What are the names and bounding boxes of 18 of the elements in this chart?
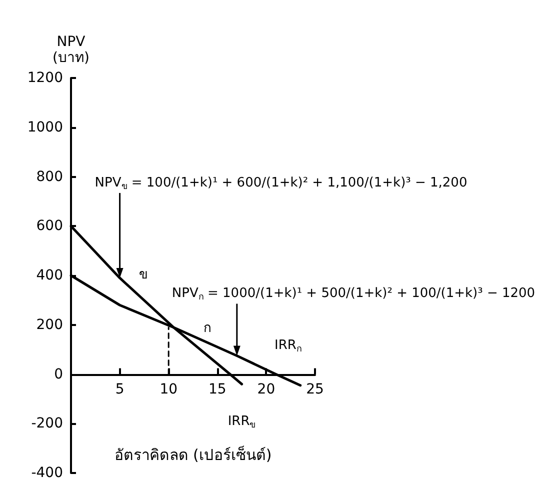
y-tick-label: 1000 <box>27 119 63 136</box>
y-tick-label: 200 <box>36 316 63 333</box>
y-tick-label: 400 <box>36 268 63 284</box>
x-tick-label: 20 <box>257 381 276 398</box>
x-tick-label: 25 <box>306 381 324 398</box>
x-tick-label: 10 <box>160 381 178 398</box>
x-tick-label: 15 <box>208 381 226 398</box>
annotation: ข <box>139 267 148 282</box>
y-axis-title: NPV (บาท) <box>52 34 90 66</box>
y-tick-label: 800 <box>36 168 63 185</box>
x-tick-label: 5 <box>115 381 124 398</box>
y-tick-label: -400 <box>31 465 63 481</box>
y-tick-label: 1200 <box>27 70 63 86</box>
y-tick-label: -200 <box>31 416 63 432</box>
annotation: ก <box>204 321 212 336</box>
x-axis-title: อัตราคิดลด (เปอร์เซ็นต์) <box>114 445 272 464</box>
y-tick-label: 0 <box>54 366 63 382</box>
y-tick-label: 600 <box>36 218 63 234</box>
